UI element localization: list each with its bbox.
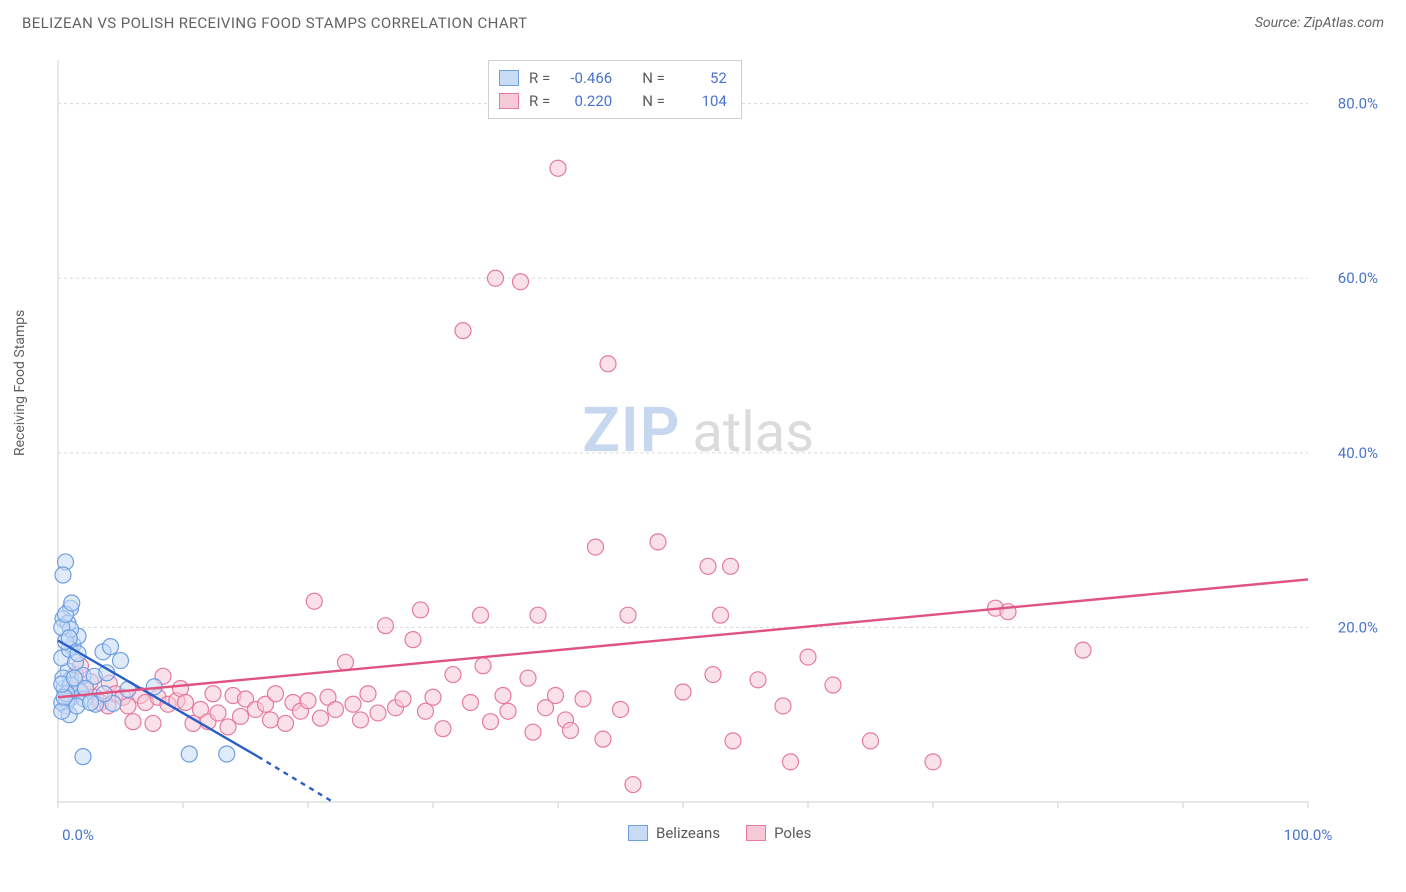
r-label: R = [529,90,550,113]
r-value-poles: 0.220 [560,90,612,113]
svg-text:20.0%: 20.0% [1338,618,1378,636]
svg-text:100.0%: 100.0% [1284,826,1333,844]
chart-legend: Belizeans Poles [628,824,811,842]
y-axis-label: Receiving Food Stamps [12,310,28,456]
swatch-poles [746,825,766,841]
swatch-belizeans [499,70,519,86]
svg-text:0.0%: 0.0% [62,826,94,844]
r-label: R = [529,67,550,90]
legend-label: Belizeans [656,824,720,842]
svg-text:atlas: atlas [692,399,814,465]
scatter-chart: 20.0% 40.0% 60.0% 80.0% 0.0% 100.0% ZIPatlas [48,56,1384,846]
n-value-belizeans: 52 [675,67,727,90]
source-label: Source: [1255,15,1304,31]
n-label: N = [642,67,665,90]
plot-area: Receiving Food Stamps 20.0%40.0%60.0%80.… [48,56,1384,846]
legend-item-poles: Poles [746,824,811,842]
correlation-stats-box: R = -0.466 N = 52 R = 0.220 N = 104 [488,60,742,119]
svg-text:40.0%: 40.0% [1338,444,1378,462]
stats-row-poles: R = 0.220 N = 104 [499,90,727,113]
n-value-poles: 104 [675,90,727,113]
n-label: N = [642,90,665,113]
svg-text:60.0%: 60.0% [1338,269,1378,287]
source-link[interactable]: ZipAtlas.com [1304,15,1384,31]
stats-row-belizeans: R = -0.466 N = 52 [499,67,727,90]
svg-text:80.0%: 80.0% [1338,95,1378,113]
svg-text:ZIP: ZIP [582,394,680,467]
swatch-poles [499,93,519,109]
swatch-belizeans [628,825,648,841]
legend-item-belizeans: Belizeans [628,824,720,842]
r-value-belizeans: -0.466 [560,67,612,90]
chart-title: BELIZEAN VS POLISH RECEIVING FOOD STAMPS… [22,14,527,32]
source-attribution: Source: ZipAtlas.com [1255,15,1384,31]
legend-label: Poles [774,824,811,842]
